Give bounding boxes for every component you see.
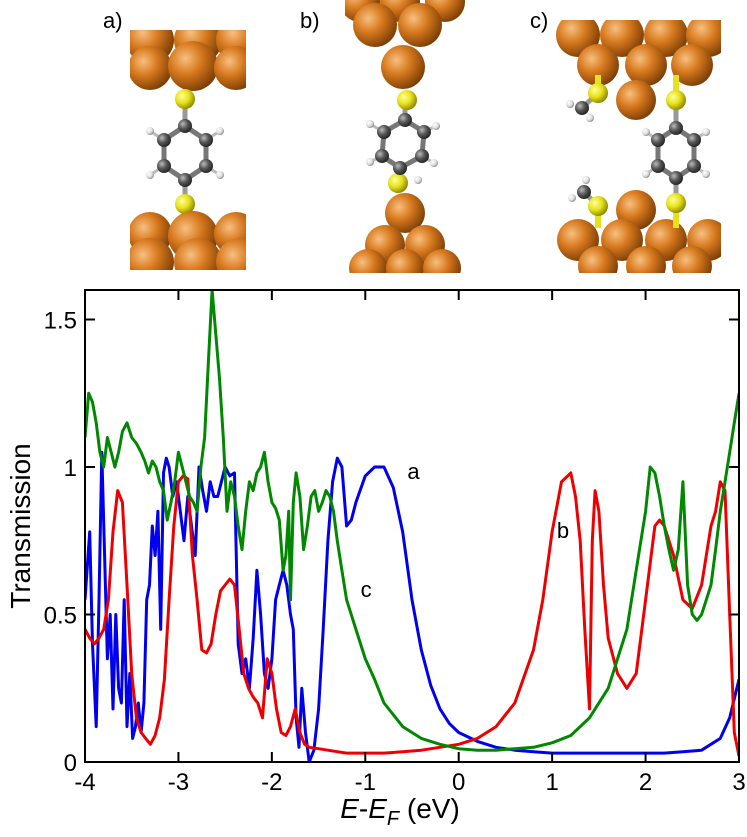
x-axis-title-ef-sub: F [387,808,401,830]
series-layer [85,290,739,762]
x-tick-label: 3 [732,769,745,796]
series-label-b: b [557,518,569,543]
molecule-panel-a [130,30,246,270]
x-axis-title-dash: - [359,793,368,824]
gold-electrode-bottom-c [557,190,721,273]
x-axis-title-unit: (eV) [399,793,460,824]
panel-b-label: b) [300,8,320,33]
molecule-panel-c [556,20,721,273]
x-tick-label: -2 [261,769,282,796]
x-tick-label: 2 [639,769,652,796]
series-line-a [85,450,739,762]
plot-frame [84,289,740,763]
x-axis-title-e: E [340,793,359,824]
gold-electrode-bottom-a [130,211,246,270]
panel-c-label: c) [530,8,548,33]
benzenedithiol-a [146,89,224,214]
y-tick-label: 0 [64,750,77,777]
series-label-layer: a b c [361,459,569,602]
series-label-a: a [407,459,420,484]
x-tick-label: 1 [545,769,558,796]
y-tick-label: 0.5 [44,603,77,630]
x-tick-label: -1 [355,769,376,796]
gold-electrode-top-b [345,0,465,89]
x-tick-label: -4 [74,769,95,796]
transmission-chart: -4 -3 -2 -1 0 1 2 3 0 0.5 1 1.5 a b c Transmission E-… [5,289,746,830]
gold-electrode-bottom-b [349,193,461,273]
tick-layer: -4 -3 -2 -1 0 1 2 3 0 0.5 1 1.5 [44,290,746,796]
gold-electrode-top-c [556,20,721,120]
x-axis-title-ef: E [368,793,387,824]
methylthio-benzene-c [566,75,710,228]
series-line-b [85,471,739,757]
x-tick-label: -3 [168,769,189,796]
y-tick-label: 1.5 [44,308,77,335]
x-axis-title: E-EF (eV) [340,793,460,830]
series-line-c [85,290,739,752]
series-label-c: c [361,577,372,602]
gold-electrode-top-a [130,30,246,91]
benzenedithiol-b [366,90,440,193]
molecule-panel-b [345,0,465,273]
y-tick-label: 1 [64,455,77,482]
panel-a-label: a) [103,8,123,33]
x-tick-label: 0 [452,769,465,796]
y-axis-title: Transmission [5,443,36,608]
